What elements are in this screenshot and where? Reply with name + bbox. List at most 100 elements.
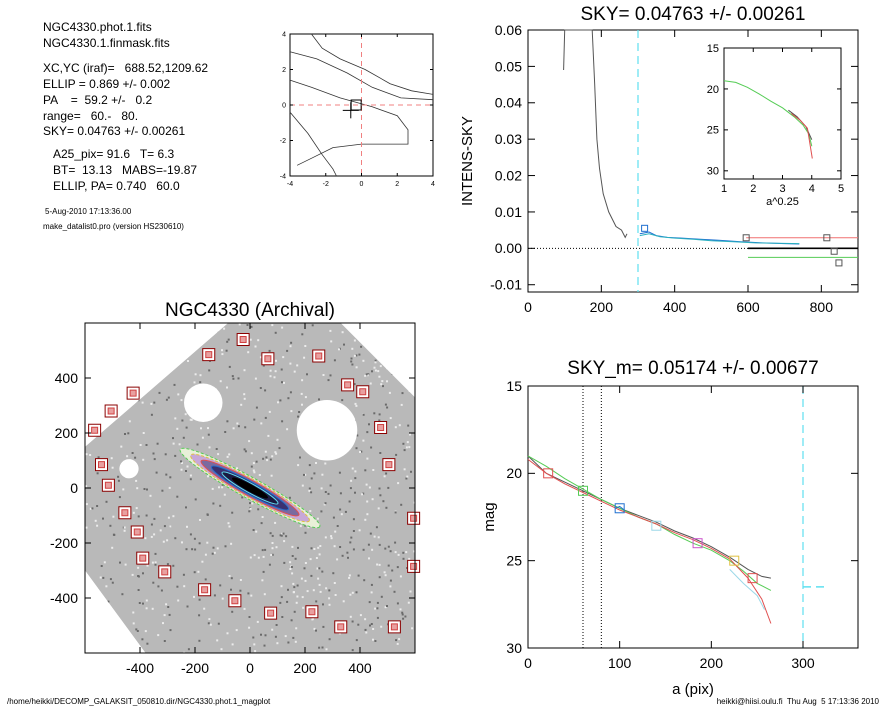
image-speckle xyxy=(352,649,354,651)
image-speckle xyxy=(299,457,301,459)
image-sky-box-inner xyxy=(391,624,397,630)
image-speckle xyxy=(144,537,146,539)
image-speckle xyxy=(229,575,231,577)
image-speckle xyxy=(162,622,164,624)
image-speckle xyxy=(319,584,321,586)
image-speckle xyxy=(295,641,297,643)
image-speckle xyxy=(350,537,352,539)
image-speckle xyxy=(364,469,366,471)
image-speckle xyxy=(374,367,376,369)
image-speckle xyxy=(258,557,260,559)
image-speckle xyxy=(155,564,157,566)
image-speckle xyxy=(388,565,390,567)
image-x-label: 0 xyxy=(246,660,254,676)
image-speckle xyxy=(330,485,332,487)
image-speckle xyxy=(363,414,365,416)
image-speckle xyxy=(254,650,256,652)
image-speckle xyxy=(164,614,166,616)
image-speckle xyxy=(177,600,179,602)
image-speckle xyxy=(353,518,355,520)
image-speckle xyxy=(176,586,178,588)
image-speckle xyxy=(305,580,307,582)
image-speckle xyxy=(109,525,111,527)
mag-ylabel: mag xyxy=(481,502,498,531)
image-speckle xyxy=(303,357,305,359)
image-speckle xyxy=(151,414,153,416)
image-speckle xyxy=(302,485,304,487)
image-speckle xyxy=(137,567,139,569)
image-speckle xyxy=(252,637,254,639)
image-speckle xyxy=(370,447,372,449)
image-speckle xyxy=(169,487,171,489)
image-speckle xyxy=(161,490,163,492)
image-speckle xyxy=(198,614,200,616)
image-speckle xyxy=(356,447,358,449)
image-speckle xyxy=(395,639,397,641)
image-speckle xyxy=(110,578,112,580)
image-speckle xyxy=(174,384,176,386)
image-speckle xyxy=(355,405,357,407)
image-speckle xyxy=(279,447,281,449)
mag-x-label: 100 xyxy=(608,655,632,671)
image-speckle xyxy=(307,590,309,592)
image-speckle xyxy=(364,618,366,620)
inset-xlabel: a^0.25 xyxy=(766,196,799,208)
image-speckle xyxy=(105,585,107,587)
image-speckle xyxy=(195,498,197,500)
inset-y-label: 20 xyxy=(707,84,719,96)
image-speckle xyxy=(276,546,278,548)
image-speckle xyxy=(369,487,371,489)
inset-y-label: 25 xyxy=(707,125,719,137)
image-speckle xyxy=(133,622,135,624)
image-speckle xyxy=(206,542,208,544)
image-speckle xyxy=(366,501,368,503)
image-speckle xyxy=(359,451,361,453)
image-speckle xyxy=(271,455,273,457)
image-speckle xyxy=(285,635,287,637)
image-speckle xyxy=(371,549,373,551)
image-speckle xyxy=(279,399,281,401)
image-speckle xyxy=(222,598,224,600)
image-speckle xyxy=(231,611,233,613)
sky-y-label: -0.01 xyxy=(490,277,522,293)
image-speckle xyxy=(220,380,222,382)
image-speckle xyxy=(250,339,252,341)
mag-y-label: 30 xyxy=(506,640,522,656)
image-speckle xyxy=(183,574,185,576)
image-speckle xyxy=(309,510,311,512)
image-speckle xyxy=(132,452,134,454)
sky-series-line xyxy=(640,234,800,244)
image-speckle xyxy=(331,537,333,539)
image-speckle xyxy=(403,558,405,560)
image-speckle xyxy=(329,330,331,332)
image-speckle xyxy=(354,470,356,472)
image-speckle xyxy=(390,417,392,419)
image-speckle xyxy=(316,557,318,559)
image-speckle xyxy=(395,551,397,553)
image-speckle xyxy=(374,640,376,642)
image-speckle xyxy=(320,591,322,593)
image-speckle xyxy=(289,568,291,570)
image-speckle xyxy=(276,624,278,626)
image-speckle xyxy=(124,530,126,532)
image-speckle xyxy=(369,601,371,603)
image-speckle xyxy=(352,592,354,594)
image-speckle xyxy=(362,360,364,362)
image-speckle xyxy=(374,608,376,610)
image-speckle xyxy=(285,535,287,537)
image-speckle xyxy=(368,557,370,559)
image-speckle xyxy=(173,443,175,445)
image-sky-box-inner xyxy=(202,587,208,593)
image-speckle xyxy=(408,558,410,560)
image-speckle xyxy=(297,585,299,587)
image-speckle xyxy=(371,623,373,625)
image-speckle xyxy=(214,552,216,554)
image-sky-box-inner xyxy=(316,353,322,359)
image-speckle xyxy=(183,437,185,439)
image-speckle xyxy=(198,640,200,642)
image-speckle xyxy=(384,548,386,550)
image-speckle xyxy=(395,454,397,456)
image-speckle xyxy=(257,508,259,510)
image-speckle xyxy=(350,361,352,363)
image-speckle xyxy=(253,419,255,421)
